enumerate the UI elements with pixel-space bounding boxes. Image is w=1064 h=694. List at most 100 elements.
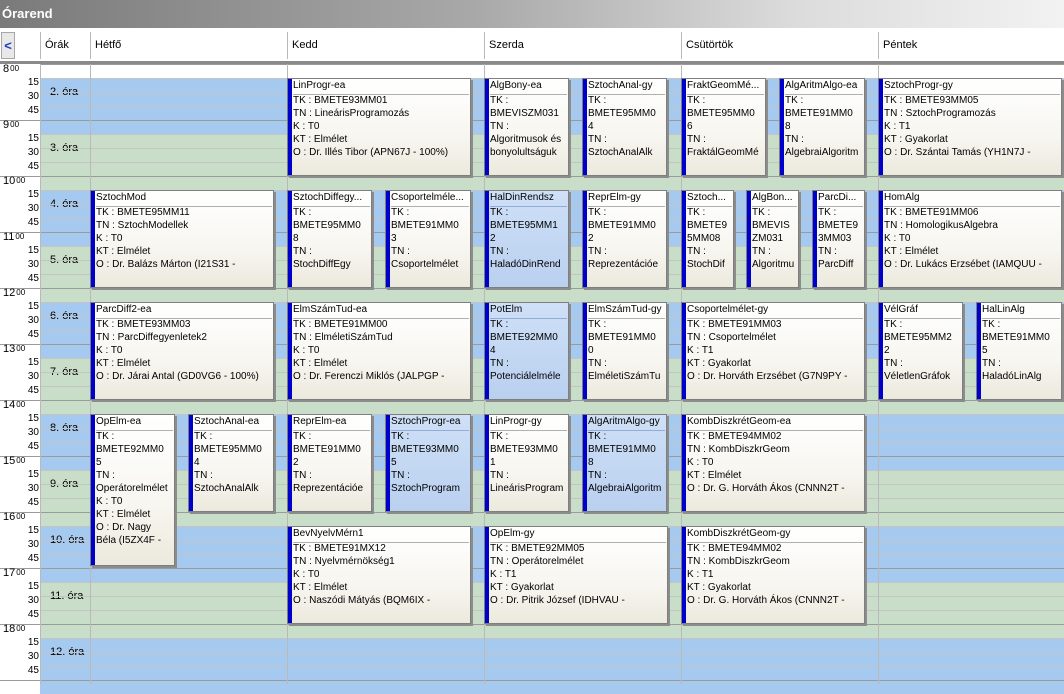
hour-number: 11	[3, 231, 15, 243]
event-e20[interactable]: Csoportelmélet-gy TK : BMETE91MM03 TN : Cs…	[681, 302, 865, 400]
event-detail-line: K : T0	[96, 496, 123, 507]
event-e24[interactable]: SztochAnal-ea TK : BMETE95MM0 4 TN : SztochAn…	[188, 414, 274, 512]
event-e13[interactable]: AlgBon... TK : BMEVIS ZM031 TN : Algoritmu	[746, 190, 799, 288]
minute-label: 30	[27, 539, 39, 550]
event-detail-line: TN :	[588, 358, 607, 369]
time-gridline	[0, 176, 40, 177]
event-e15[interactable]: HomAlg TK : BMETE91MM06 TN : HomologikusAl…	[878, 190, 1062, 288]
event-e29[interactable]: KombDiszkrétGeom-ea TK : BMETE94MM02 TN : …	[681, 414, 865, 512]
event-detail-line: BMETE93MM0	[391, 444, 459, 455]
header-wednesday[interactable]: Szerda	[484, 32, 681, 59]
time-gridline	[0, 288, 40, 289]
event-details: TK : BMETE93MM0 5 TN : SztochProgram	[391, 430, 469, 511]
event-e21[interactable]: VélGráf TK : BMETE95MM2 2 TN : VéletlenGráfok	[878, 302, 963, 400]
minute-label: 15	[27, 189, 39, 200]
event-detail-line: TK : BMETE93MM01	[293, 95, 388, 106]
event-color-bar	[485, 415, 489, 511]
event-color-bar	[780, 79, 784, 175]
time-gridline	[0, 512, 40, 513]
prev-arrow-button[interactable]: <	[1, 32, 15, 59]
event-e14[interactable]: ParcDi... TK : BMETE9 3MM03 TN : ParcDiff	[812, 190, 865, 288]
event-e5[interactable]: AlgAritmAlgo-ea TK : BMETE91MM0 8 TN : Algebr…	[779, 78, 865, 176]
event-e1[interactable]: LinProgr-ea TK : BMETE93MM01 TN : Lineáris…	[287, 78, 471, 176]
header-thursday[interactable]: Csütörtök	[681, 32, 878, 59]
event-detail-line: TK :	[752, 207, 771, 218]
event-detail-line: TN :	[194, 470, 213, 481]
event-e16[interactable]: ParcDiff2-ea TK : BMETE93MM03 TN : ParcDif…	[90, 302, 274, 400]
minute-label: 30	[27, 427, 39, 438]
event-title: PotElm	[490, 303, 567, 319]
hour-label: 1500	[3, 455, 25, 467]
event-title: SztochProgr-gy	[884, 79, 1060, 95]
event-detail-line: TK :	[884, 319, 903, 330]
event-e18[interactable]: PotElm TK : BMETE92MM0 4 TN : Potenciálelméle	[484, 302, 569, 400]
event-title: AlgAritmAlgo-ea	[785, 79, 863, 95]
event-details: TK : BMETE93MM05 TN : SztochProgramozás K …	[884, 94, 1060, 175]
event-detail-line: VéletlenGráfok	[884, 371, 951, 382]
event-detail-line: 5MM08	[687, 233, 721, 244]
event-detail-line: TK : BMETE95MM11	[96, 207, 190, 218]
event-detail-line: SztochProgram	[391, 483, 460, 494]
event-e8[interactable]: SztochDiffegy... TK : BMETE95MM0 8 TN : Stoch…	[287, 190, 372, 288]
event-e7[interactable]: SztochMod TK : BMETE95MM11 TN : SztochMode…	[90, 190, 274, 288]
event-e19[interactable]: ElmSzámTud-gy TK : BMETE91MM0 0 TN : Elméleti…	[582, 302, 667, 400]
event-e3[interactable]: SztochAnal-gy TK : BMETE95MM0 4 TN : SztochAn…	[582, 78, 667, 176]
event-detail-line: TN :	[490, 470, 509, 481]
event-details: TK : BMETE95MM0 8 TN : StochDiffEgy	[293, 206, 370, 287]
hour-minutes: 00	[16, 512, 26, 521]
time-column: 800 15 30 45 900 15 30 45 1000 15 30 45 1100 15 30 45 12…	[0, 63, 40, 684]
hour-minutes: 00	[10, 64, 20, 73]
event-detail-line: AlgebraiAlgoritm	[785, 147, 859, 158]
event-e11[interactable]: ReprElm-gy TK : BMETE91MM0 2 TN : Reprezentác…	[582, 190, 667, 288]
event-e22[interactable]: HalLinAlg TK : BMETE91MM0 5 TN : HaladóLinAlg	[976, 302, 1062, 400]
event-detail-line: TK : BMETE93MM03	[96, 319, 191, 330]
hour-minutes: 00	[16, 400, 26, 409]
event-e26[interactable]: SztochProgr-ea TK : BMETE93MM0 5 TN : SztochP…	[385, 414, 471, 512]
event-e10[interactable]: HalDinRendsz TK : BMETE95MM1 2 TN : HaladóDin…	[484, 190, 569, 288]
event-detail-line: TK : BMETE94MM02	[687, 431, 782, 442]
event-detail-line: BMETE91MM0	[588, 220, 656, 231]
event-e12[interactable]: Sztoch... TK : BMETE9 5MM08 TN : StochDif	[681, 190, 734, 288]
event-detail-line: Algoritmu	[752, 259, 795, 270]
event-e6[interactable]: SztochProgr-gy TK : BMETE93MM05 TN : Sztoc…	[878, 78, 1062, 176]
event-color-bar	[879, 303, 883, 399]
event-e9[interactable]: Csoportelméle... TK : BMETE91MM0 3 TN : Csopo…	[385, 190, 471, 288]
minute-label: 45	[27, 441, 39, 452]
hour-label: 900	[3, 119, 19, 131]
event-e28[interactable]: AlgAritmAlgo-gy TK : BMETE91MM0 8 TN : Algebr…	[582, 414, 667, 512]
event-e27[interactable]: LinProgr-gy TK : BMETE93MM0 1 TN : LineárisPr…	[484, 414, 569, 512]
event-detail-line: KT : Elmélet	[293, 582, 348, 593]
event-detail-line: TK :	[588, 95, 607, 106]
hour-minutes: 00	[16, 176, 26, 185]
event-title: AlgBon...	[752, 191, 797, 207]
event-e17[interactable]: ElmSzámTud-ea TK : BMETE91MM00 TN : Elméle…	[287, 302, 471, 400]
event-e4[interactable]: FraktGeomMé... TK : BMETE95MM0 6 TN : Fraktál…	[681, 78, 766, 176]
event-e31[interactable]: OpElm-gy TK : BMETE92MM05 TN : Operátorelm…	[484, 526, 668, 624]
event-e32[interactable]: KombDiszkrétGeom-gy TK : BMETE94MM02 TN : …	[681, 526, 865, 624]
event-detail-line: TN :	[490, 246, 509, 257]
time-gridline	[0, 344, 40, 345]
event-e23[interactable]: OpElm-ea TK : BMETE92MM0 5 TN : Operátorelmél…	[90, 414, 175, 566]
hour-label: 1000	[3, 175, 26, 187]
event-detail-line: BMETE9	[687, 220, 728, 231]
event-e30[interactable]: BevNyelvMérn1 TK : BMETE91MX12 TN : Nyelvm…	[287, 526, 471, 624]
hour-label: 1600	[3, 511, 26, 523]
quarter-gridline	[40, 666, 1064, 667]
event-detail-line: TN : KombDiszkrGeom	[687, 444, 790, 455]
header-friday[interactable]: Péntek	[878, 32, 1064, 59]
hour-number: 8	[3, 63, 10, 75]
event-title: LinProgr-ea	[293, 79, 469, 95]
event-detail-line: TK : BMETE93MM05	[884, 95, 979, 106]
minute-label: 45	[27, 217, 39, 228]
minute-label: 30	[27, 483, 39, 494]
event-e2[interactable]: AlgBony-ea TK : BMEVISZM031 TN : Algoritmuso…	[484, 78, 569, 176]
event-detail-line: TK :	[490, 319, 509, 330]
event-detail-line: TN : ElméletiSzámTud	[293, 332, 393, 343]
header-tuesday[interactable]: Kedd	[287, 32, 484, 59]
header-monday[interactable]: Hétfő	[90, 32, 287, 59]
event-detail-line: TN :	[982, 358, 1001, 369]
event-e25[interactable]: ReprElm-ea TK : BMETE91MM0 2 TN : Reprezentác…	[287, 414, 372, 512]
event-detail-line: TK :	[785, 95, 804, 106]
event-detail-line: KT : Gyakorlat	[884, 134, 948, 145]
hour-number: 17	[3, 567, 16, 579]
